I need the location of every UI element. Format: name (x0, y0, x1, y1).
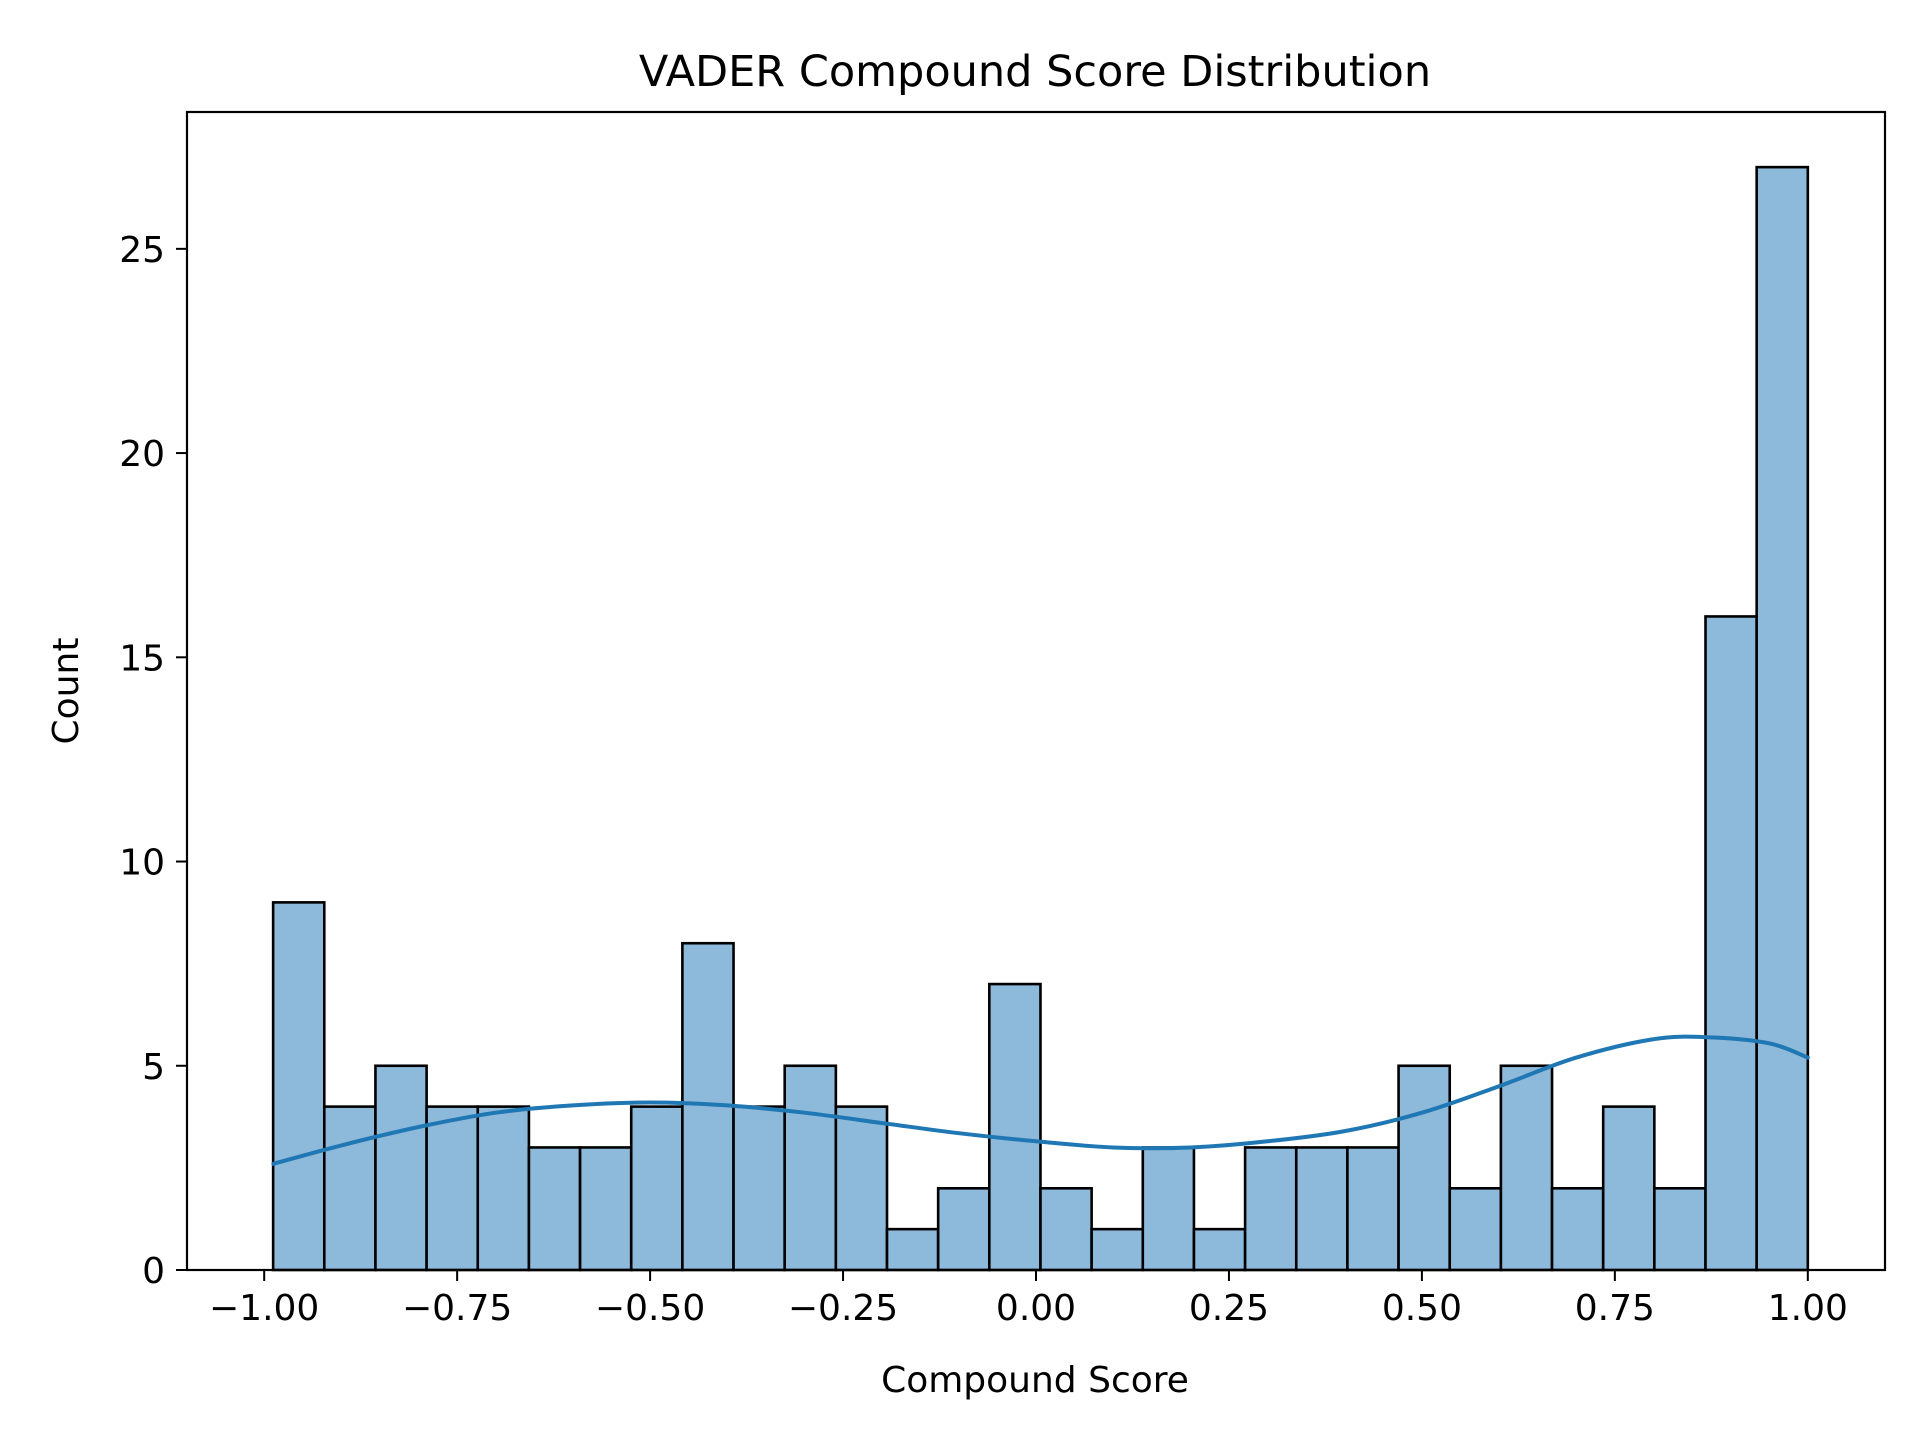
x-tick-label: 0.50 (1382, 1288, 1462, 1329)
histogram-bar (629, 1105, 684, 1272)
x-tick-label: 0.25 (1189, 1288, 1269, 1329)
x-tick-label: −0.50 (595, 1288, 705, 1329)
chart-title: VADER Compound Score Distribution (639, 47, 1431, 97)
x-tick-label: 0.75 (1575, 1288, 1655, 1329)
histogram-bar (322, 1105, 377, 1272)
x-tick-label: 1.00 (1768, 1288, 1848, 1329)
x-axis: −1.00 −0.75 −0.50 −0.25 0.00 0.25 0.50 0.75 1.00 (209, 1270, 1848, 1329)
y-axis: 0 5 10 15 20 25 (119, 230, 187, 1292)
histogram-bar (936, 1187, 991, 1272)
histogram-bar (885, 1227, 940, 1272)
histogram-bar (1550, 1187, 1605, 1272)
histogram-bar (1294, 1146, 1349, 1272)
histogram-bar (1039, 1187, 1093, 1272)
x-tick-label: −1.00 (209, 1288, 319, 1329)
y-axis-label: Count (46, 638, 87, 745)
x-tick-label: −0.25 (788, 1288, 898, 1329)
x-tick-label: −0.75 (402, 1288, 512, 1329)
histogram-bar (1653, 1187, 1707, 1272)
histogram-bar (1192, 1227, 1247, 1272)
histogram-bar (1090, 1227, 1145, 1272)
histogram-bar (1448, 1187, 1503, 1272)
histogram-bar (476, 1105, 531, 1272)
histogram-bar (425, 1105, 480, 1272)
y-tick-label: 15 (119, 638, 165, 679)
histogram-bar (1704, 615, 1758, 1272)
histogram-bar (527, 1146, 582, 1272)
y-tick-label: 20 (119, 434, 165, 475)
x-tick-label: 0.00 (996, 1288, 1076, 1329)
y-tick-label: 25 (119, 230, 165, 271)
histogram-bar (783, 1064, 838, 1272)
histogram-bar (1397, 1064, 1452, 1272)
histogram-bar (374, 1064, 428, 1272)
histogram-bar (1601, 1105, 1656, 1272)
y-tick-label: 0 (142, 1251, 165, 1292)
histogram-bar (578, 1146, 633, 1272)
histogram-bar (1755, 165, 1810, 1272)
kde-curve (271, 1034, 1810, 1166)
histogram-bar (271, 901, 326, 1272)
histogram-bar (834, 1105, 889, 1272)
histogram-bar (1141, 1146, 1196, 1272)
histogram-bar (732, 1105, 786, 1272)
histogram-bar (1243, 1146, 1298, 1272)
x-axis-label: Compound Score (881, 1360, 1189, 1401)
y-tick-label: 10 (119, 843, 165, 884)
histogram-bar (1346, 1146, 1400, 1272)
histogram-bar (988, 982, 1042, 1272)
histogram-bar (1499, 1064, 1554, 1272)
histogram-bars (271, 165, 1810, 1272)
y-tick-label: 5 (142, 1047, 165, 1088)
